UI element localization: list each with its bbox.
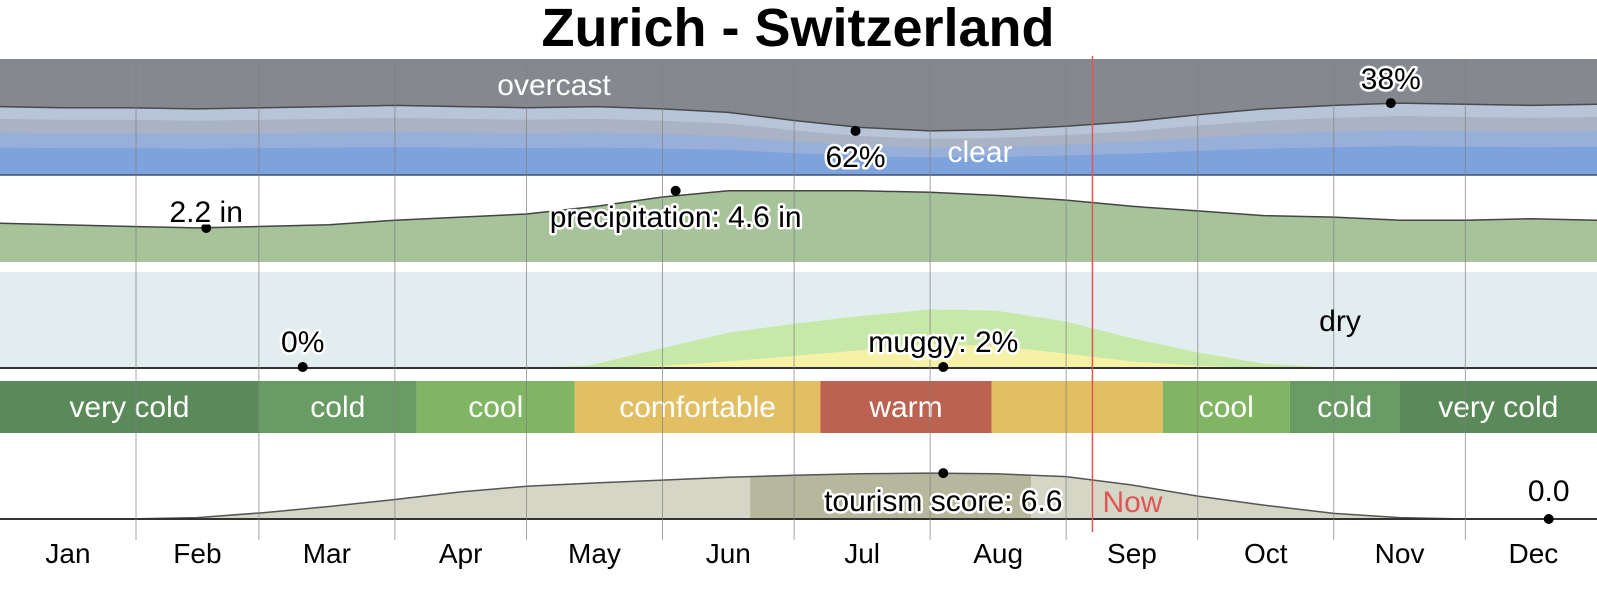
clear-label: clear [947,136,1012,169]
precipitation-annotation-label: 2.2 in [170,196,243,229]
humidity-annotation-label: muggy: 2% [868,326,1018,359]
temperature-band [258,381,417,433]
month-tick-label: May [568,538,621,569]
tourism-annotation-label: tourism score: 6.6 [824,485,1062,518]
temperature-band-label: cold [1317,391,1372,424]
tourism-annotation-dot [938,468,949,479]
month-tick-label: Aug [973,538,1023,569]
temperature-bands-panel: very cold cold cool comfortable warm cool cold… [0,381,1597,433]
month-gridlines [135,59,1466,540]
month-tick-label: Nov [1375,538,1425,569]
chart-title: Zurich - Switzerland [541,0,1054,58]
month-tick-label: Feb [173,538,221,569]
tourism-annotation-label: 0.0 [1528,475,1570,508]
cloud-annotation-label: 38% [1361,63,1421,96]
tourism-panel [0,472,1597,520]
temperature-band-label: comfortable [619,391,776,424]
cloud-annotation-label: 62% [826,141,886,174]
temperature-band [991,381,1163,433]
now-label: Now [1102,486,1162,519]
humidity-annotation-dot [938,362,949,372]
temperature-band [0,381,259,433]
overcast-label: overcast [497,69,611,102]
precipitation-annotation-dot [670,185,681,196]
precipitation-annotation-label: precipitation: 4.6 in [550,201,802,234]
month-tick-label: Jul [844,538,880,569]
month-tick-label: Sep [1107,538,1157,569]
humidity-annotation-dot [297,362,308,372]
cloud-annotation-dot [1385,98,1396,109]
month-tick-label: Jan [45,538,90,569]
month-tick-label: Dec [1508,538,1558,569]
month-tick-label: Mar [303,538,351,569]
temperature-band-label: warm [868,391,942,424]
temperature-band [1289,381,1400,433]
temperature-band-label: very cold [1438,391,1558,424]
now-marker: Now [1091,56,1163,532]
temperature-band [1162,381,1290,433]
temperature-band-label: cool [1199,391,1254,424]
tourism-annotation-dot [1543,514,1554,524]
precipitation-annotation-dot [201,222,212,233]
month-tick-label: Jun [706,538,751,569]
cloud-cover-panel [0,59,1597,176]
temperature-band-label: cool [468,391,523,424]
temperature-band [820,381,992,433]
tourism-peak-area [750,473,1031,519]
month-axis: Jan Feb Mar Apr May Jun Jul Aug Sep Oct Nov Dec [45,538,1558,569]
temperature-band [416,381,575,433]
month-tick-label: Apr [439,538,483,569]
month-tick-label: Oct [1244,538,1288,569]
temperature-band [574,381,821,433]
humidity-panel [0,272,1597,369]
annotation-labels: overcast clear 62% 38% 2.2 in precipitation: … [167,61,1572,524]
temperature-band [1399,381,1597,433]
cloud-annotation-dot [850,125,861,136]
temperature-band-label: very cold [69,391,189,424]
muggy-area [0,343,1597,368]
dry-label: dry [1319,305,1361,338]
temperature-band-label: cold [310,391,365,424]
humidity-annotation-label: 0% [281,326,324,359]
